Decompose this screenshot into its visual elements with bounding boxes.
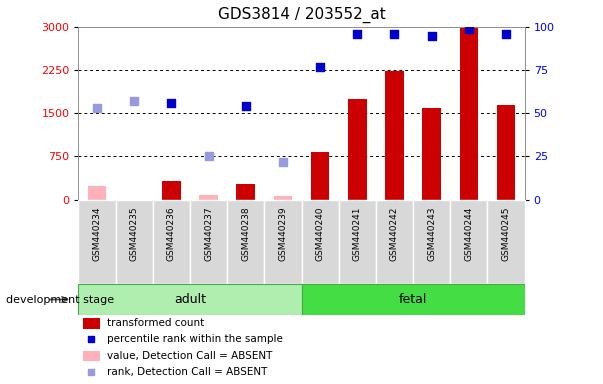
Bar xyxy=(422,108,441,200)
Text: value, Detection Call = ABSENT: value, Detection Call = ABSENT xyxy=(107,351,273,361)
Point xyxy=(315,64,325,70)
Bar xyxy=(116,200,153,284)
Text: rank, Detection Call = ABSENT: rank, Detection Call = ABSENT xyxy=(107,367,268,377)
Point xyxy=(92,105,102,111)
Bar xyxy=(83,318,100,329)
Bar xyxy=(348,99,367,200)
Text: GSM440240: GSM440240 xyxy=(315,207,324,261)
Bar xyxy=(199,195,218,200)
Bar xyxy=(302,284,525,315)
Bar xyxy=(227,200,264,284)
Text: GSM440235: GSM440235 xyxy=(130,207,139,261)
Text: development stage: development stage xyxy=(6,295,114,305)
Bar xyxy=(87,187,106,200)
Bar xyxy=(78,284,302,315)
Bar xyxy=(190,200,227,284)
Bar xyxy=(302,200,339,284)
Text: GSM440245: GSM440245 xyxy=(502,207,511,261)
Text: GSM440243: GSM440243 xyxy=(427,207,436,261)
Bar xyxy=(450,200,487,284)
Text: GSM440239: GSM440239 xyxy=(279,207,288,261)
Bar xyxy=(78,200,116,284)
Text: GSM440237: GSM440237 xyxy=(204,207,213,261)
Point xyxy=(464,25,474,31)
Text: GSM440238: GSM440238 xyxy=(241,207,250,261)
Point xyxy=(86,369,96,375)
Point xyxy=(501,31,511,37)
Text: GSM440234: GSM440234 xyxy=(92,207,101,261)
Bar xyxy=(162,181,181,200)
Point xyxy=(278,159,288,165)
Text: fetal: fetal xyxy=(399,293,428,306)
Text: GSM440236: GSM440236 xyxy=(167,207,176,261)
Point xyxy=(204,154,213,160)
Point xyxy=(130,98,139,104)
Point xyxy=(86,336,96,343)
Bar xyxy=(385,71,404,200)
Bar xyxy=(153,200,190,284)
Text: adult: adult xyxy=(174,293,206,306)
Text: transformed count: transformed count xyxy=(107,318,204,328)
Point xyxy=(427,33,437,39)
Bar xyxy=(339,200,376,284)
Bar xyxy=(264,200,302,284)
Bar xyxy=(83,351,100,361)
Bar xyxy=(311,152,329,200)
Bar xyxy=(376,200,413,284)
Bar xyxy=(274,196,292,200)
Point xyxy=(352,31,362,37)
Text: percentile rank within the sample: percentile rank within the sample xyxy=(107,334,283,344)
Bar xyxy=(413,200,450,284)
Title: GDS3814 / 203552_at: GDS3814 / 203552_at xyxy=(218,7,385,23)
Text: GSM440242: GSM440242 xyxy=(390,207,399,261)
Text: GSM440241: GSM440241 xyxy=(353,207,362,261)
Point xyxy=(390,31,399,37)
Point xyxy=(166,100,176,106)
Bar xyxy=(459,28,478,200)
Bar xyxy=(236,184,255,200)
Bar xyxy=(487,200,525,284)
Text: GSM440244: GSM440244 xyxy=(464,207,473,261)
Bar xyxy=(497,105,516,200)
Point xyxy=(241,103,251,109)
